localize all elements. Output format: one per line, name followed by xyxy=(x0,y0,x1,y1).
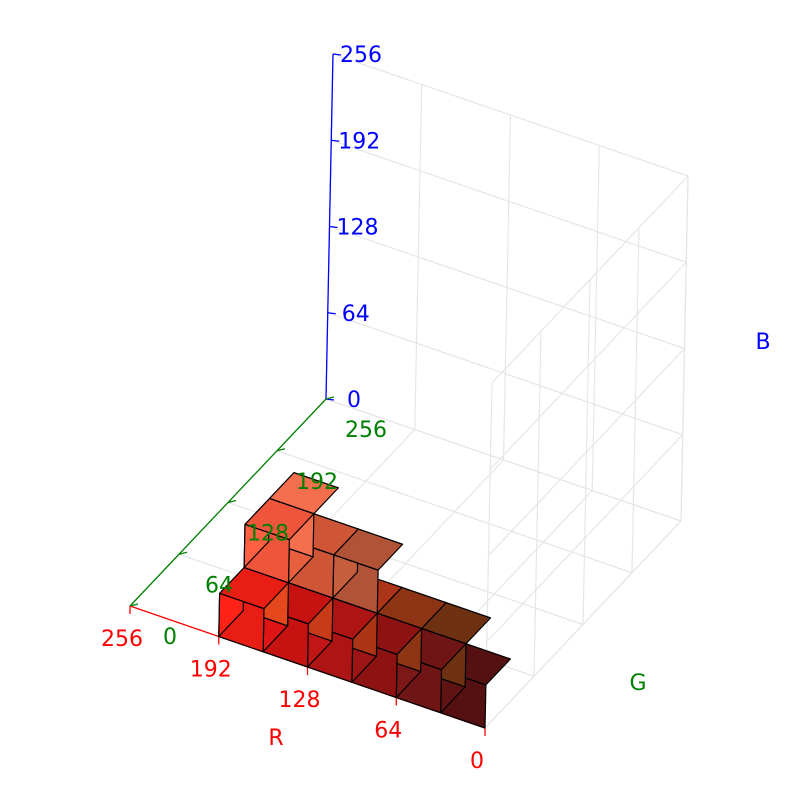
r-tick-label: 256 xyxy=(101,627,143,652)
grid-line xyxy=(680,175,689,522)
g-tick-mark xyxy=(325,396,335,400)
g-tick-mark xyxy=(129,603,139,607)
voxel-top-face xyxy=(244,497,315,541)
b-tick-label: 64 xyxy=(342,302,370,327)
b-tick-label: 192 xyxy=(338,129,380,154)
grid-line xyxy=(491,175,689,384)
b-tick-label: 128 xyxy=(337,216,379,241)
g-tick-mark xyxy=(276,448,286,452)
grid-line xyxy=(414,84,423,430)
b-tick-mark xyxy=(332,53,342,56)
b-tick-mark xyxy=(331,139,340,142)
b-tick-mark xyxy=(329,225,338,229)
b-tick-label: 256 xyxy=(340,43,382,68)
r-tick-label: 64 xyxy=(374,719,402,744)
b-tick-label: 0 xyxy=(347,388,361,413)
grid-line xyxy=(332,53,689,177)
grid-line xyxy=(331,139,687,263)
grid-line xyxy=(488,348,685,556)
r-tick-label: 192 xyxy=(190,658,232,683)
voxel-group xyxy=(218,472,511,729)
g-tick-mark xyxy=(178,551,188,555)
g-axis-title: G xyxy=(629,671,646,696)
r-axis-title: R xyxy=(268,726,283,751)
grid-line xyxy=(329,225,685,350)
g-tick-mark xyxy=(227,499,237,504)
grid-line xyxy=(489,261,687,470)
g-tick-label: 192 xyxy=(296,470,338,495)
r-tick-label: 0 xyxy=(470,749,484,774)
g-tick-label: 256 xyxy=(345,418,387,443)
b-tick-mark xyxy=(327,312,336,315)
grid-line xyxy=(631,227,640,573)
g-tick-label: 64 xyxy=(205,573,233,598)
grid-line xyxy=(325,398,682,522)
grid-line xyxy=(276,450,633,574)
b-axis-title: B xyxy=(755,330,770,355)
g-tick-label: 128 xyxy=(247,522,289,547)
r-tick-label: 128 xyxy=(279,688,321,713)
g-tick-label: 0 xyxy=(163,625,177,650)
tick-labels: 0 64 128 192 256 0 64 128 192 256 0 64 128 192 256 R G B xyxy=(101,43,771,774)
